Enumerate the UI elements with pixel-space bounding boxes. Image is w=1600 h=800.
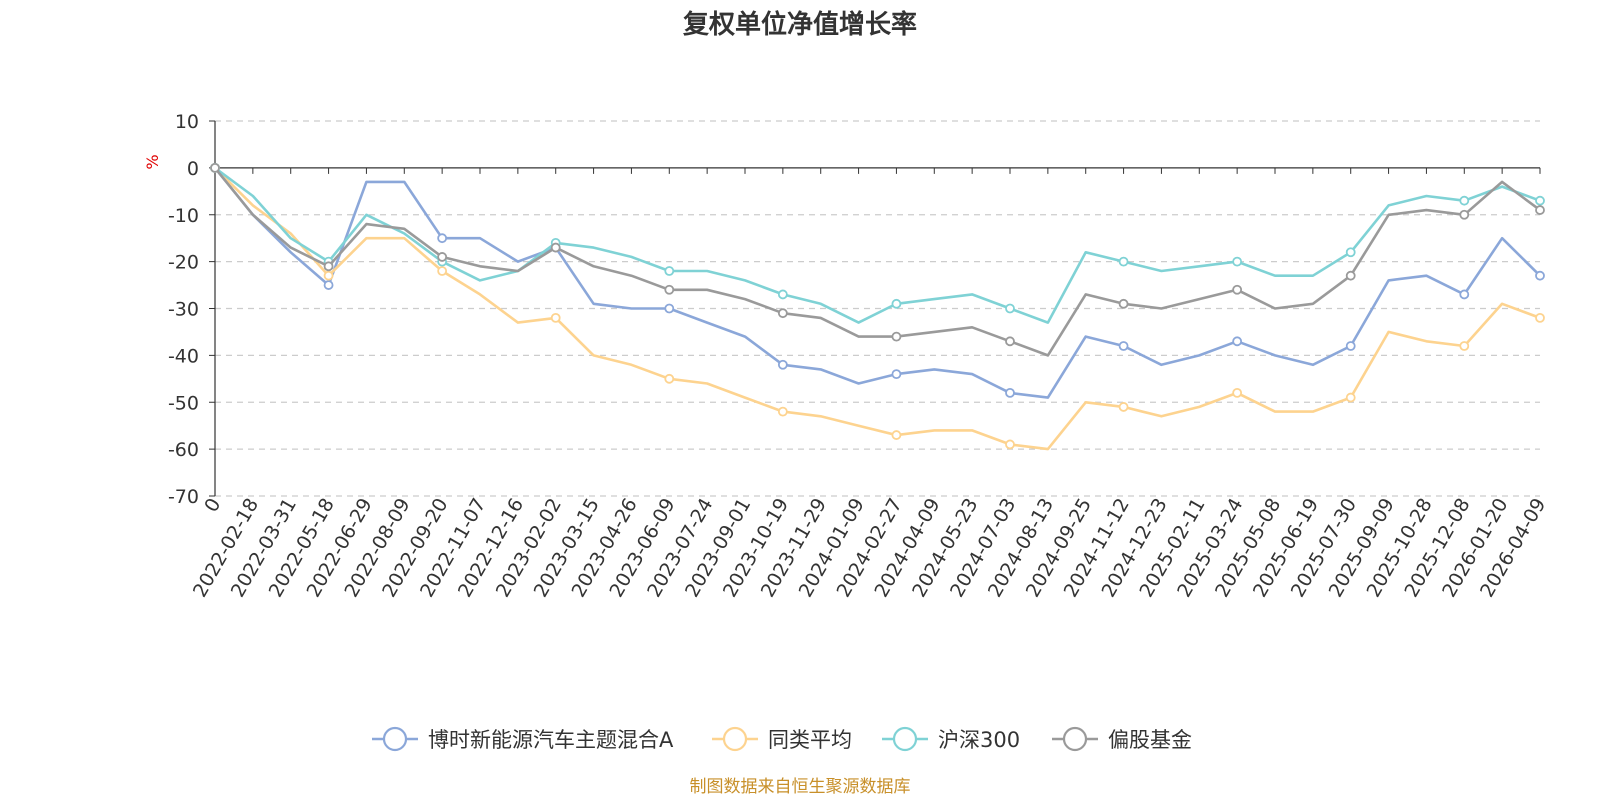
series-point xyxy=(1535,205,1545,215)
series-point xyxy=(891,298,902,309)
series-point xyxy=(1345,247,1356,258)
series-point xyxy=(1459,209,1470,220)
series-point xyxy=(323,261,334,272)
series-point xyxy=(664,266,675,276)
y-tick-label: 10 xyxy=(175,111,199,133)
series-point xyxy=(437,266,448,276)
series-point xyxy=(1459,341,1470,351)
legend-marker-icon xyxy=(892,726,918,752)
series-point xyxy=(1118,298,1129,309)
series-point xyxy=(664,373,675,384)
y-axis-unit: % xyxy=(143,154,162,169)
series-point xyxy=(1345,341,1356,351)
legend-item[interactable]: 同类平均 xyxy=(712,726,852,752)
series-point xyxy=(891,369,902,380)
y-tick-label: 0 xyxy=(187,158,199,180)
x-tick-label: 0 xyxy=(200,495,225,516)
series-point xyxy=(777,289,788,300)
series-point xyxy=(1535,270,1545,281)
legend-item[interactable]: 博时新能源汽车主题混合A xyxy=(372,726,674,752)
series-point xyxy=(210,162,220,173)
series-point xyxy=(1232,387,1243,398)
series-line xyxy=(213,166,1542,451)
legend-marker-icon xyxy=(722,726,748,752)
legend-label: 偏股基金 xyxy=(1108,728,1192,752)
axes: 100-10-20-30-40-50-60-70 02022-02-182022-… xyxy=(168,111,1550,601)
series-point xyxy=(550,242,561,253)
y-tick-label: -10 xyxy=(168,205,199,227)
legend-item[interactable]: 偏股基金 xyxy=(1052,726,1192,752)
legend-marker-icon xyxy=(382,726,408,752)
series-point xyxy=(437,252,448,262)
series-point xyxy=(1535,195,1545,206)
y-tick-label: -70 xyxy=(168,486,199,508)
series-line xyxy=(213,166,1542,357)
series-point xyxy=(777,359,788,370)
series-point xyxy=(777,406,788,417)
series-point xyxy=(777,308,788,319)
series-point xyxy=(1118,341,1129,351)
y-tick-label: -30 xyxy=(168,299,199,321)
series-point xyxy=(1232,256,1243,267)
series-point xyxy=(664,303,675,314)
grid xyxy=(215,120,1540,497)
series-point xyxy=(1459,195,1470,206)
series-point xyxy=(1459,289,1470,300)
series-point xyxy=(1232,284,1243,295)
legend-label: 博时新能源汽车主题混合A xyxy=(428,728,674,752)
series-point xyxy=(1005,303,1015,314)
legend[interactable]: 博时新能源汽车主题混合A 同类平均 沪深300 偏股基金 xyxy=(372,726,1192,752)
series-lines xyxy=(210,162,1545,451)
series-point xyxy=(1118,402,1129,412)
y-tick-label: -40 xyxy=(168,345,199,367)
legend-marker-icon xyxy=(1062,726,1088,752)
series-point xyxy=(1535,312,1545,323)
series-point xyxy=(550,312,561,323)
legend-label: 沪深300 xyxy=(938,728,1020,752)
series-point xyxy=(1345,392,1356,403)
series-point xyxy=(1005,387,1015,398)
series-line xyxy=(213,166,1542,399)
legend-label: 同类平均 xyxy=(768,728,852,752)
series-point xyxy=(1345,270,1356,281)
y-tick-label: -60 xyxy=(168,439,199,461)
y-tick-label: -50 xyxy=(168,392,199,414)
series-point xyxy=(1005,439,1015,450)
series-line xyxy=(213,166,1542,324)
chart-title: 复权单位净值增长率 xyxy=(683,9,917,40)
y-tick-label: -20 xyxy=(168,252,199,274)
series-point xyxy=(1232,336,1243,347)
series-point xyxy=(323,280,334,290)
series-point xyxy=(1005,336,1015,347)
legend-item[interactable]: 沪深300 xyxy=(882,726,1020,752)
series-point xyxy=(891,331,902,342)
series-point xyxy=(323,270,334,281)
series-point xyxy=(664,284,675,295)
series-point xyxy=(1118,256,1129,267)
series-point xyxy=(891,430,902,440)
data-source-note: 制图数据来自恒生聚源数据库 xyxy=(690,777,911,797)
series-point xyxy=(437,233,448,244)
